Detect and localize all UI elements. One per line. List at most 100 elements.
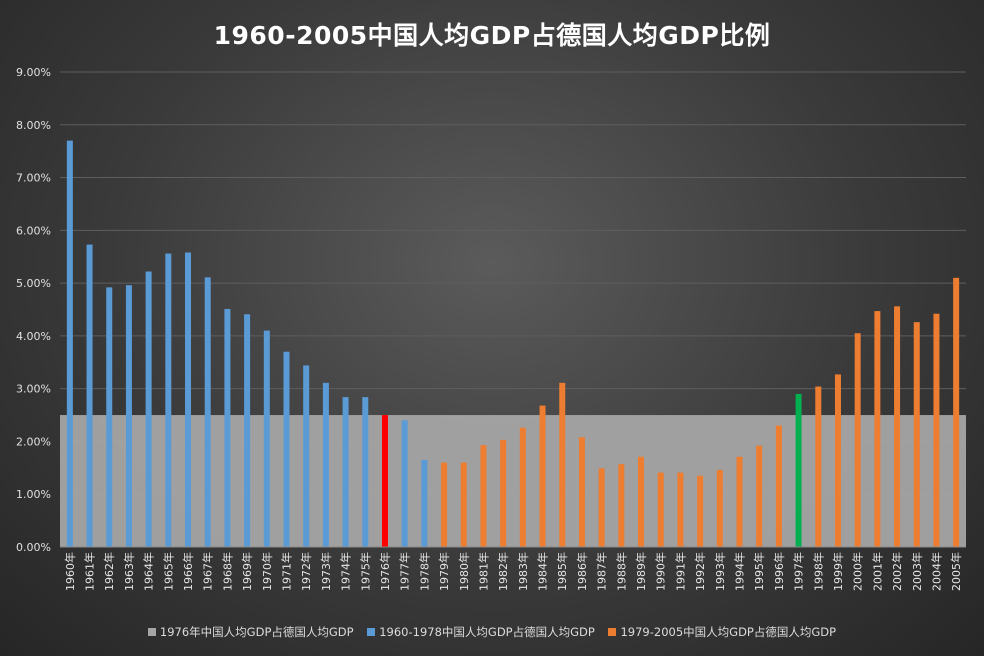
- bar: [657, 472, 664, 547]
- bar: [854, 333, 861, 547]
- x-tick-label: 2004年: [929, 552, 943, 591]
- y-tick-label: 4.00%: [16, 330, 51, 343]
- bar: [815, 386, 822, 547]
- bar: [66, 140, 73, 547]
- bar: [480, 445, 487, 547]
- legend: 1976年中国人均GDP占德国人均GDP 1960-1978中国人均GDP占德国…: [0, 624, 984, 640]
- x-tick-label: 1969年: [240, 552, 254, 591]
- bar: [441, 462, 448, 547]
- x-tick-label: 1995年: [752, 552, 766, 591]
- x-tick-label: 1997年: [792, 552, 806, 591]
- bar: [244, 314, 251, 547]
- legend-item-1960-1978: 1960-1978中国人均GDP占德国人均GDP: [367, 624, 595, 640]
- x-tick-label: 1967年: [201, 552, 215, 591]
- chart-title: 1960-2005中国人均GDP占德国人均GDP比例: [213, 21, 771, 50]
- x-tick-label: 2005年: [949, 552, 963, 591]
- bar: [460, 462, 467, 547]
- bar: [559, 382, 566, 547]
- y-tick-label: 9.00%: [16, 66, 51, 79]
- bar: [342, 397, 349, 547]
- x-tick-label: 1971年: [280, 552, 294, 591]
- x-tick-label: 1979年: [437, 552, 451, 591]
- y-tick-label: 8.00%: [16, 119, 51, 132]
- y-tick-label: 1.00%: [16, 488, 51, 501]
- x-tick-label: 1996年: [772, 552, 786, 591]
- y-tick-label: 2.00%: [16, 435, 51, 448]
- bar: [106, 287, 113, 547]
- y-tick-label: 6.00%: [16, 224, 51, 237]
- legend-swatch: [147, 628, 156, 636]
- y-tick-label: 0.00%: [16, 541, 51, 554]
- bar: [362, 397, 369, 547]
- x-tick-label: 1992年: [693, 552, 707, 591]
- x-tick-label: 1973年: [319, 552, 333, 591]
- x-tick-label: 1985年: [555, 552, 569, 591]
- x-tick-label: 2003年: [910, 552, 924, 591]
- y-tick-label: 7.00%: [16, 172, 51, 185]
- y-tick-label: 3.00%: [16, 383, 51, 396]
- x-tick-label: 1977年: [398, 552, 412, 591]
- bar: [185, 252, 192, 547]
- bar: [125, 285, 132, 547]
- bar: [913, 322, 920, 547]
- y-tick-label: 5.00%: [16, 277, 51, 290]
- x-tick-label: 1966年: [181, 552, 195, 591]
- bar: [263, 330, 270, 547]
- x-tick-label: 2001年: [870, 552, 884, 591]
- x-tick-label: 1968年: [220, 552, 234, 591]
- x-tick-label: 2002年: [890, 552, 904, 591]
- bar: [401, 420, 408, 547]
- bar: [618, 464, 625, 547]
- x-tick-label: 1960年: [63, 552, 77, 591]
- x-tick-label: 1980年: [457, 552, 471, 591]
- legend-label: 1960-1978中国人均GDP占德国人均GDP: [379, 625, 595, 639]
- bar: [500, 439, 507, 547]
- x-tick-label: 1986年: [575, 552, 589, 591]
- x-tick-label: 1981年: [476, 552, 490, 591]
- bar: [697, 475, 704, 547]
- bar: [165, 253, 172, 548]
- bar: [145, 271, 152, 547]
- x-tick-label: 1988年: [614, 552, 628, 591]
- x-tick-label: 1964年: [142, 552, 156, 591]
- bar: [834, 374, 841, 547]
- bar: [303, 365, 310, 547]
- x-tick-label: 1974年: [339, 552, 353, 591]
- x-tick-label: 1987年: [595, 552, 609, 591]
- bar: [874, 311, 881, 547]
- x-tick-label: 1989年: [634, 552, 648, 591]
- bar: [204, 277, 211, 547]
- bar: [578, 437, 585, 547]
- bar: [224, 308, 231, 547]
- bar: [539, 405, 546, 547]
- x-tick-label: 1978年: [417, 552, 431, 591]
- bar: [677, 472, 684, 547]
- legend-label: 1976年中国人均GDP占德国人均GDP: [159, 625, 354, 639]
- bar: [322, 382, 329, 547]
- x-tick-label: 1998年: [811, 552, 825, 591]
- x-tick-label: 1975年: [358, 552, 372, 591]
- x-tick-label: 1999年: [831, 552, 845, 591]
- bar: [894, 306, 901, 547]
- x-tick-label: 1993年: [713, 552, 727, 591]
- x-tick-label: 1990年: [654, 552, 668, 591]
- x-tick-label: 1961年: [83, 552, 97, 591]
- legend-swatch: [367, 628, 376, 636]
- bar: [933, 313, 940, 547]
- legend-swatch: [608, 628, 617, 636]
- x-tick-label: 2000年: [851, 552, 865, 591]
- bar: [795, 393, 802, 547]
- x-tick-label: 1983年: [516, 552, 530, 591]
- bar: [283, 351, 290, 547]
- x-tick-label: 1965年: [161, 552, 175, 591]
- bar: [756, 445, 763, 547]
- legend-item-1979-2005: 1979-2005中国人均GDP占德国人均GDP: [608, 624, 836, 640]
- bar: [519, 427, 526, 547]
- bar: [736, 456, 743, 547]
- bar: [953, 277, 960, 547]
- legend-label: 1979-2005中国人均GDP占德国人均GDP: [620, 625, 837, 639]
- x-tick-label: 1976年: [378, 552, 392, 591]
- x-tick-label: 1991年: [673, 552, 687, 591]
- bar: [381, 415, 388, 547]
